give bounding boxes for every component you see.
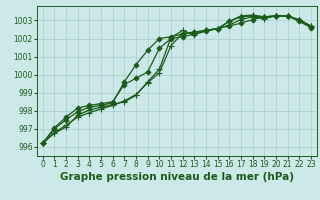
X-axis label: Graphe pression niveau de la mer (hPa): Graphe pression niveau de la mer (hPa) xyxy=(60,172,294,182)
